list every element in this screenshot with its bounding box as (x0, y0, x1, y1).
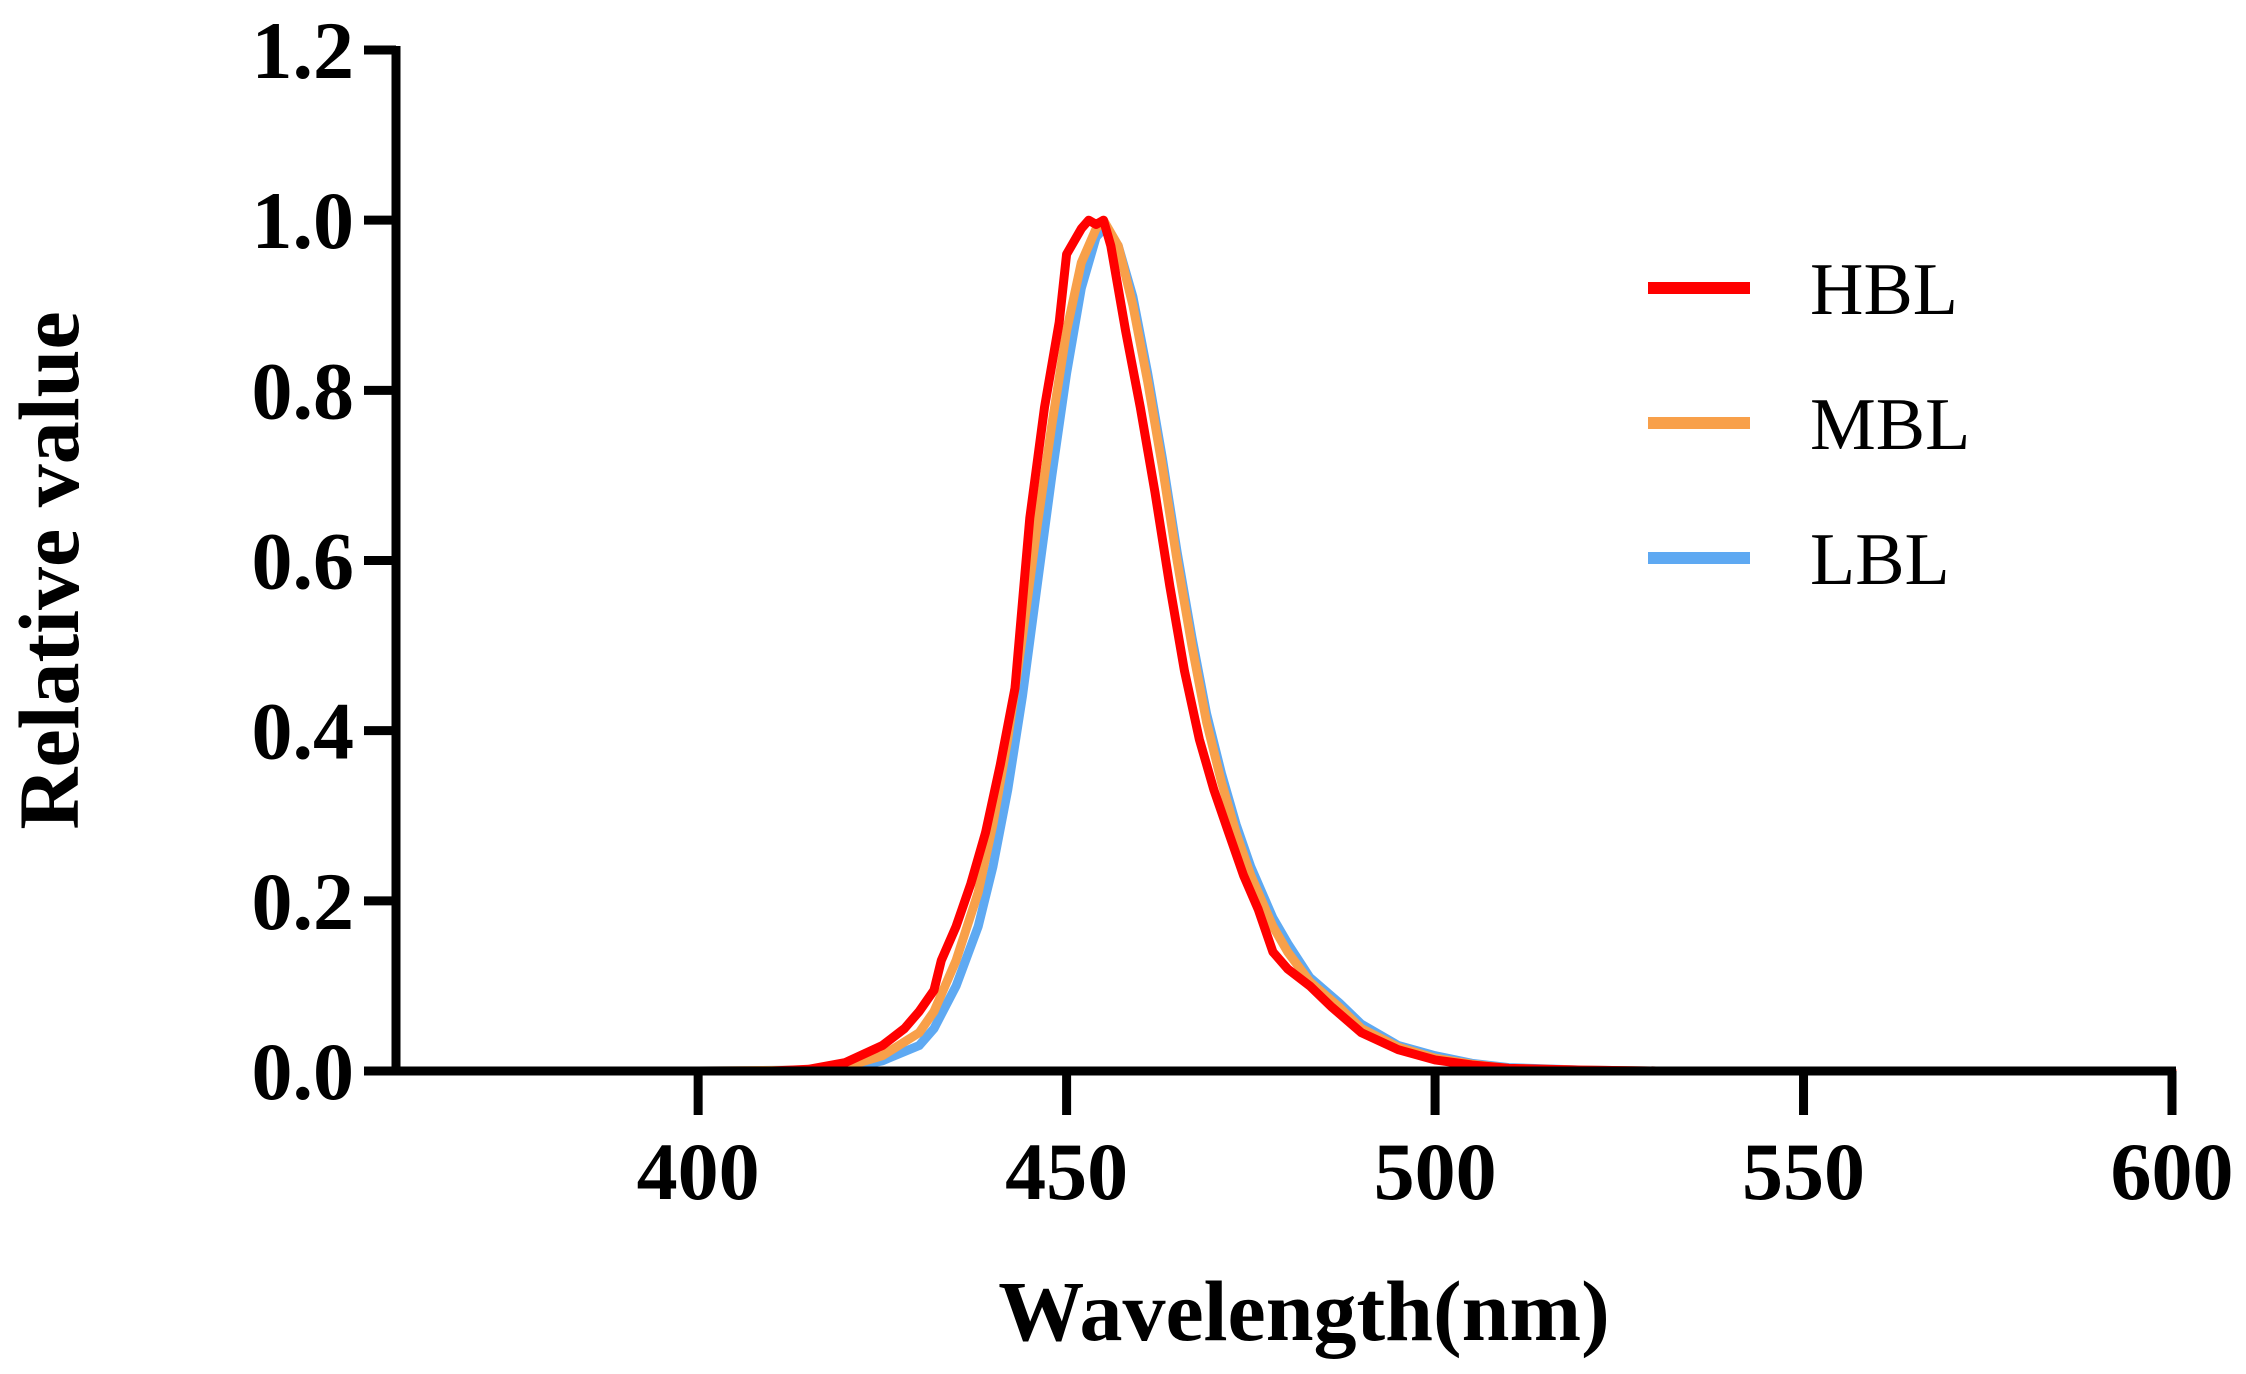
x-axis-title: Wavelength(nm) (998, 1263, 1610, 1359)
y-tick-label: 0.6 (252, 516, 355, 607)
x-tick-label: 450 (1005, 1126, 1128, 1217)
x-tick-label: 600 (2111, 1126, 2234, 1217)
x-tick-label: 550 (1742, 1126, 1865, 1217)
x-tick-label: 400 (637, 1126, 760, 1217)
ticks-layer: 0.0 0.2 0.4 0.6 0.8 1.0 1.2 400 450 500 550 600 (252, 5, 2234, 1217)
series-line-mbl (398, 215, 2177, 1076)
y-tick-label: 1.2 (252, 5, 355, 96)
x-tick-label: 500 (1374, 1126, 1497, 1217)
legend: HBL MBL LBL (1648, 249, 1970, 601)
y-tick-label: 0.0 (252, 1026, 355, 1117)
y-tick-label: 1.0 (252, 175, 355, 266)
y-tick-label: 0.4 (252, 686, 355, 777)
y-axis-title: Relative value (1, 311, 97, 829)
y-tick-label: 0.8 (252, 345, 355, 436)
legend-label-lbl: LBL (1810, 519, 1950, 601)
series-line-hbl (398, 215, 2177, 1076)
y-tick-label: 0.2 (252, 856, 355, 947)
legend-label-hbl: HBL (1810, 249, 1958, 331)
series-layer (398, 215, 2177, 1076)
legend-label-mbl: MBL (1810, 384, 1970, 466)
